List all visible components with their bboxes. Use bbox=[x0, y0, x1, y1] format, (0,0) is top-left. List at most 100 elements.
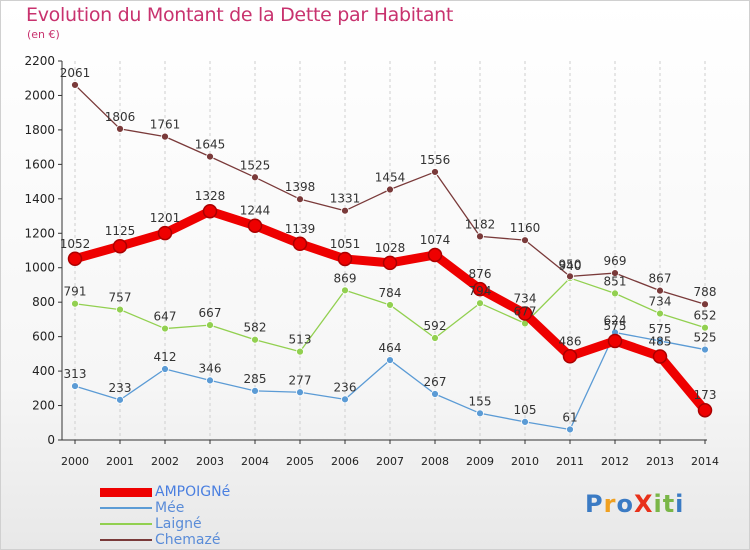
data-label: 757 bbox=[109, 291, 132, 305]
legend-label: Chemazé bbox=[155, 532, 221, 548]
data-point bbox=[476, 299, 484, 308]
data-point bbox=[386, 301, 394, 309]
data-label: 582 bbox=[244, 321, 267, 335]
data-point bbox=[386, 185, 394, 194]
data-label: 1182 bbox=[465, 217, 496, 231]
data-label: 2061 bbox=[60, 66, 91, 80]
data-label: 1328 bbox=[195, 189, 226, 203]
data-point bbox=[71, 81, 79, 89]
legend-swatch bbox=[100, 487, 152, 497]
data-label: 464 bbox=[379, 341, 402, 355]
x-tick-label: 2013 bbox=[646, 455, 674, 468]
x-tick-label: 2014 bbox=[691, 455, 719, 468]
data-point bbox=[656, 337, 664, 345]
logo-letter: P bbox=[585, 490, 604, 518]
data-point bbox=[251, 387, 259, 395]
data-point bbox=[71, 382, 79, 390]
data-label: 267 bbox=[424, 375, 447, 389]
y-tick-label: 1800 bbox=[24, 123, 55, 137]
data-point bbox=[697, 402, 713, 418]
data-point bbox=[296, 347, 304, 356]
legend-label: Mée bbox=[155, 500, 185, 516]
data-point bbox=[656, 309, 664, 318]
data-point bbox=[161, 132, 169, 141]
data-point bbox=[521, 418, 529, 426]
x-tick-label: 2011 bbox=[556, 455, 584, 468]
logo-letter: i bbox=[675, 490, 685, 518]
proxiti-logo: ProXiti bbox=[585, 490, 684, 518]
legend-swatch bbox=[100, 539, 152, 541]
data-point bbox=[112, 238, 128, 254]
data-point bbox=[517, 306, 533, 321]
data-point bbox=[427, 247, 443, 263]
data-point bbox=[607, 333, 623, 349]
data-point bbox=[251, 173, 259, 182]
y-tick-label: 1200 bbox=[24, 226, 55, 240]
data-label: 592 bbox=[424, 319, 447, 333]
data-label: 285 bbox=[244, 372, 267, 386]
data-label: 876 bbox=[469, 267, 492, 281]
data-label: 155 bbox=[469, 394, 492, 408]
data-label: 1806 bbox=[105, 110, 136, 124]
data-label: 950 bbox=[559, 257, 582, 271]
data-point bbox=[157, 225, 173, 241]
data-label: 277 bbox=[289, 373, 312, 387]
data-label: 1556 bbox=[420, 153, 451, 167]
data-label: 851 bbox=[604, 274, 627, 288]
data-label: 652 bbox=[694, 309, 717, 323]
data-label: 233 bbox=[109, 381, 132, 395]
legend-label: Laigné bbox=[155, 516, 202, 532]
y-tick-label: 1600 bbox=[24, 157, 55, 171]
data-point bbox=[116, 305, 124, 314]
data-point bbox=[247, 218, 263, 233]
data-label: 940 bbox=[559, 259, 582, 273]
y-tick-label: 1000 bbox=[24, 261, 55, 275]
x-tick-label: 2006 bbox=[331, 455, 359, 468]
data-label: 412 bbox=[154, 350, 177, 364]
data-point bbox=[296, 388, 304, 397]
logo-letter: i bbox=[653, 490, 663, 518]
x-tick-label: 2012 bbox=[601, 455, 629, 468]
x-tick-label: 2010 bbox=[511, 455, 539, 468]
data-label: 1074 bbox=[420, 233, 451, 247]
data-point bbox=[116, 395, 124, 404]
data-label: 794 bbox=[469, 284, 492, 298]
data-label: 485 bbox=[649, 334, 672, 348]
x-tick-label: 2003 bbox=[196, 455, 224, 468]
chart-title: Evolution du Montant de la Dette par Hab… bbox=[26, 4, 454, 26]
y-tick-label: 200 bbox=[32, 399, 55, 413]
data-point bbox=[161, 365, 169, 373]
data-point bbox=[206, 376, 214, 385]
legend-swatch bbox=[100, 507, 152, 509]
data-point bbox=[116, 124, 124, 133]
data-label: 236 bbox=[334, 380, 357, 394]
y-tick-label: 2000 bbox=[24, 88, 55, 102]
data-label: 513 bbox=[289, 333, 312, 347]
data-point bbox=[341, 286, 349, 295]
data-point bbox=[476, 232, 484, 241]
data-point bbox=[341, 395, 349, 404]
data-point bbox=[386, 356, 394, 364]
data-point bbox=[202, 203, 218, 219]
data-label: 1244 bbox=[240, 204, 271, 218]
data-label: 788 bbox=[694, 285, 717, 299]
data-label: 791 bbox=[64, 285, 87, 299]
data-label: 575 bbox=[604, 319, 627, 333]
data-point bbox=[701, 323, 709, 332]
x-tick-label: 2008 bbox=[421, 455, 449, 468]
data-point bbox=[566, 425, 574, 434]
data-point bbox=[341, 206, 349, 215]
data-label: 575 bbox=[649, 322, 672, 336]
y-tick-label: 600 bbox=[32, 330, 55, 344]
x-tick-label: 2000 bbox=[61, 455, 89, 468]
y-tick-label: 2200 bbox=[24, 54, 55, 68]
data-label: 1052 bbox=[60, 237, 91, 251]
data-point bbox=[652, 349, 668, 364]
y-tick-label: 0 bbox=[47, 433, 55, 447]
data-label: 734 bbox=[649, 295, 672, 309]
y-tick-label: 400 bbox=[32, 364, 55, 378]
legend-item: Laigné bbox=[100, 516, 230, 532]
data-label: 313 bbox=[64, 367, 87, 381]
x-tick-label: 2005 bbox=[286, 455, 314, 468]
